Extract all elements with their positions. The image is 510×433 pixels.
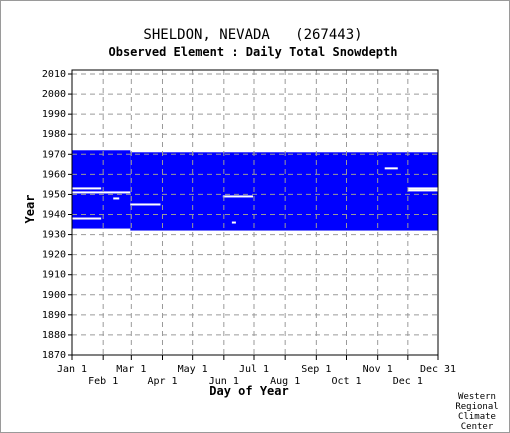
x-tick-label: May 1 xyxy=(178,364,208,375)
credit-line: Regional xyxy=(455,402,498,412)
grid-layer xyxy=(72,70,438,355)
x-tick-label: Feb 1 xyxy=(88,376,118,387)
x-tick-label: Jan 1 xyxy=(57,364,87,375)
y-tick-label: 1960 xyxy=(42,169,66,180)
y-tick-label: 1930 xyxy=(42,230,66,241)
y-tick-label: 2000 xyxy=(42,89,66,100)
missing-segment xyxy=(72,191,131,194)
y-tick-label: 1940 xyxy=(42,210,66,221)
y-tick-label: 1870 xyxy=(42,350,66,361)
y-tick-label: 1880 xyxy=(42,330,66,341)
x-tick-label: Dec 1 xyxy=(393,376,423,387)
x-tick-label: Jun 1 xyxy=(209,376,239,387)
x-tick-label: Aug 1 xyxy=(270,376,300,387)
y-tick-label: 1970 xyxy=(42,149,66,160)
y-tick-label: 1950 xyxy=(42,189,66,200)
y-tick-label: 1910 xyxy=(42,270,66,281)
y-tick-label: 1900 xyxy=(42,290,66,301)
data-layer xyxy=(72,150,439,231)
missing-segment xyxy=(113,197,120,200)
x-axis-label: Day of Year xyxy=(209,384,288,398)
x-tick-label: Apr 1 xyxy=(147,376,177,387)
y-axis-label: Year xyxy=(23,195,37,224)
x-tick-label: Oct 1 xyxy=(331,376,361,387)
missing-segment xyxy=(72,187,102,190)
x-tick-label: Dec 31 xyxy=(420,364,456,375)
missing-segment xyxy=(384,167,398,170)
x-tick-label: Jul 1 xyxy=(239,364,269,375)
missing-segment xyxy=(407,187,438,190)
y-tick-label: 1990 xyxy=(42,109,66,120)
chart-subtitle: Observed Element : Daily Total Snowdepth xyxy=(109,45,398,59)
y-tick-label: 1920 xyxy=(42,250,66,261)
missing-segment xyxy=(130,203,161,206)
credit-line: Climate xyxy=(458,412,496,422)
chart-title: SHELDON, NEVADA (267443) xyxy=(143,27,362,43)
credit-line: Western xyxy=(458,392,496,402)
credit-line: Center xyxy=(461,422,494,432)
missing-segment xyxy=(407,189,438,192)
y-tick-label: 1890 xyxy=(42,310,66,321)
coverage-block xyxy=(72,150,131,229)
missing-segment xyxy=(72,217,102,220)
y-tick-label: 1980 xyxy=(42,129,66,140)
tick-layer: 1870 1880 1890 1900 1910 1920 1930 1940 1950 1960… xyxy=(42,69,456,387)
x-tick-label: Nov 1 xyxy=(363,364,393,375)
y-tick-label: 2010 xyxy=(42,69,66,80)
missing-segment xyxy=(231,221,236,224)
x-tick-label: Sep 1 xyxy=(301,364,331,375)
coverage-block xyxy=(130,152,439,231)
missing-segment xyxy=(222,195,253,198)
x-tick-label: Mar 1 xyxy=(116,364,146,375)
plot-border xyxy=(71,69,439,356)
